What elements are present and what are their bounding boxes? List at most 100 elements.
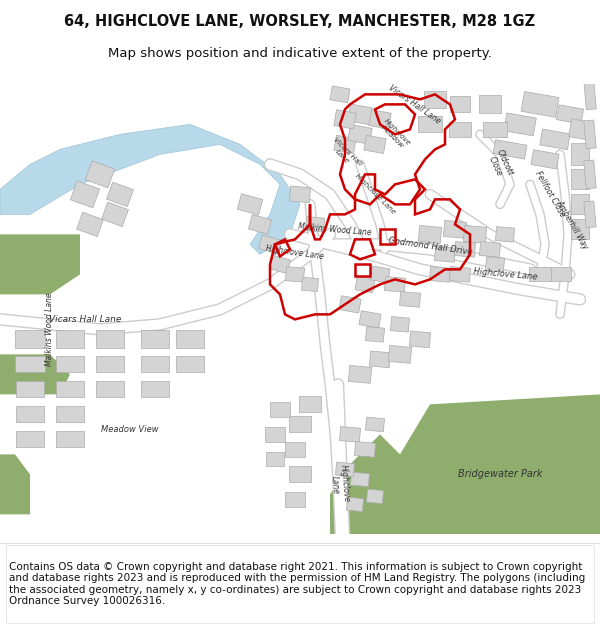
Text: Vicars Hall
Lane: Vicars Hall Lane <box>327 137 363 172</box>
FancyBboxPatch shape <box>479 96 501 113</box>
FancyBboxPatch shape <box>299 396 321 412</box>
FancyBboxPatch shape <box>176 331 204 348</box>
FancyBboxPatch shape <box>496 227 515 242</box>
FancyBboxPatch shape <box>265 427 285 442</box>
Polygon shape <box>0 84 280 334</box>
FancyBboxPatch shape <box>584 120 596 149</box>
FancyBboxPatch shape <box>418 226 442 243</box>
FancyBboxPatch shape <box>355 441 376 458</box>
FancyBboxPatch shape <box>569 119 592 140</box>
FancyBboxPatch shape <box>16 406 44 422</box>
FancyBboxPatch shape <box>365 417 385 432</box>
Text: Malkins Wood Lane: Malkins Wood Lane <box>46 292 55 366</box>
FancyBboxPatch shape <box>15 356 45 372</box>
Text: Highclove Lane: Highclove Lane <box>473 267 538 282</box>
FancyBboxPatch shape <box>424 91 446 108</box>
FancyBboxPatch shape <box>449 266 470 282</box>
FancyBboxPatch shape <box>289 466 311 482</box>
FancyBboxPatch shape <box>531 150 559 169</box>
Text: 64, HIGHCLOVE LANE, WORSLEY, MANCHESTER, M28 1GZ: 64, HIGHCLOVE LANE, WORSLEY, MANCHESTER,… <box>64 14 536 29</box>
FancyBboxPatch shape <box>359 311 381 328</box>
FancyBboxPatch shape <box>355 276 375 293</box>
FancyBboxPatch shape <box>369 110 391 129</box>
FancyBboxPatch shape <box>301 278 319 291</box>
FancyBboxPatch shape <box>56 406 84 422</box>
FancyBboxPatch shape <box>529 268 551 281</box>
FancyBboxPatch shape <box>556 105 584 124</box>
Text: Highclove Lane: Highclove Lane <box>265 244 325 261</box>
Text: Contains OS data © Crown copyright and database right 2021. This information is : Contains OS data © Crown copyright and d… <box>9 562 585 606</box>
FancyBboxPatch shape <box>521 91 559 118</box>
FancyBboxPatch shape <box>141 356 169 372</box>
FancyBboxPatch shape <box>334 110 356 129</box>
Polygon shape <box>0 124 300 254</box>
Polygon shape <box>0 454 30 514</box>
FancyBboxPatch shape <box>584 160 596 189</box>
FancyBboxPatch shape <box>16 381 44 398</box>
FancyBboxPatch shape <box>449 122 471 137</box>
Text: Highclove
Meadow: Highclove Meadow <box>378 118 412 151</box>
FancyBboxPatch shape <box>479 241 500 258</box>
FancyBboxPatch shape <box>339 296 361 313</box>
FancyBboxPatch shape <box>270 402 290 417</box>
FancyBboxPatch shape <box>334 135 356 154</box>
FancyBboxPatch shape <box>503 113 536 136</box>
Polygon shape <box>0 354 70 394</box>
FancyBboxPatch shape <box>15 331 45 348</box>
FancyBboxPatch shape <box>330 86 350 103</box>
FancyBboxPatch shape <box>266 452 284 466</box>
FancyBboxPatch shape <box>365 327 385 342</box>
FancyBboxPatch shape <box>571 169 589 189</box>
FancyBboxPatch shape <box>347 104 373 124</box>
FancyBboxPatch shape <box>391 317 410 332</box>
FancyBboxPatch shape <box>96 356 124 372</box>
Polygon shape <box>330 434 400 534</box>
FancyBboxPatch shape <box>540 129 570 149</box>
FancyBboxPatch shape <box>584 201 596 228</box>
FancyBboxPatch shape <box>96 331 124 348</box>
FancyBboxPatch shape <box>77 212 103 237</box>
FancyBboxPatch shape <box>370 266 390 283</box>
FancyBboxPatch shape <box>571 194 589 214</box>
FancyBboxPatch shape <box>259 235 281 254</box>
FancyBboxPatch shape <box>16 431 44 447</box>
FancyBboxPatch shape <box>101 202 128 227</box>
FancyBboxPatch shape <box>289 416 311 432</box>
FancyBboxPatch shape <box>584 79 596 110</box>
Text: Meadow View: Meadow View <box>101 425 159 434</box>
FancyBboxPatch shape <box>388 346 412 363</box>
FancyBboxPatch shape <box>364 135 386 154</box>
FancyBboxPatch shape <box>6 546 594 623</box>
FancyBboxPatch shape <box>285 442 305 457</box>
FancyBboxPatch shape <box>107 182 133 207</box>
Text: Highclove
Lane: Highclove Lane <box>329 464 352 504</box>
FancyBboxPatch shape <box>346 498 364 511</box>
FancyBboxPatch shape <box>443 221 467 238</box>
FancyBboxPatch shape <box>418 116 442 132</box>
Text: Fellfoot Close: Fellfoot Close <box>533 170 567 219</box>
FancyBboxPatch shape <box>70 181 100 208</box>
Polygon shape <box>400 394 600 534</box>
FancyBboxPatch shape <box>340 426 361 442</box>
Text: Vicars Hall Lane: Vicars Hall Lane <box>49 315 121 324</box>
FancyBboxPatch shape <box>434 246 455 262</box>
Text: Highclove Lane: Highclove Lane <box>354 173 396 216</box>
FancyBboxPatch shape <box>56 331 84 348</box>
FancyBboxPatch shape <box>56 356 84 372</box>
Text: Malkins Wood Lane: Malkins Wood Lane <box>298 222 372 237</box>
FancyBboxPatch shape <box>454 241 476 258</box>
FancyBboxPatch shape <box>493 140 527 159</box>
FancyBboxPatch shape <box>409 331 431 348</box>
Polygon shape <box>0 234 80 294</box>
FancyBboxPatch shape <box>56 381 84 398</box>
FancyBboxPatch shape <box>485 257 505 272</box>
Text: Vicars Hall Lane: Vicars Hall Lane <box>388 83 443 126</box>
FancyBboxPatch shape <box>349 366 371 383</box>
FancyBboxPatch shape <box>571 219 589 239</box>
FancyBboxPatch shape <box>335 462 355 477</box>
FancyBboxPatch shape <box>305 217 325 232</box>
FancyBboxPatch shape <box>85 161 115 188</box>
FancyBboxPatch shape <box>370 351 391 368</box>
FancyBboxPatch shape <box>549 268 571 281</box>
FancyBboxPatch shape <box>96 381 124 398</box>
